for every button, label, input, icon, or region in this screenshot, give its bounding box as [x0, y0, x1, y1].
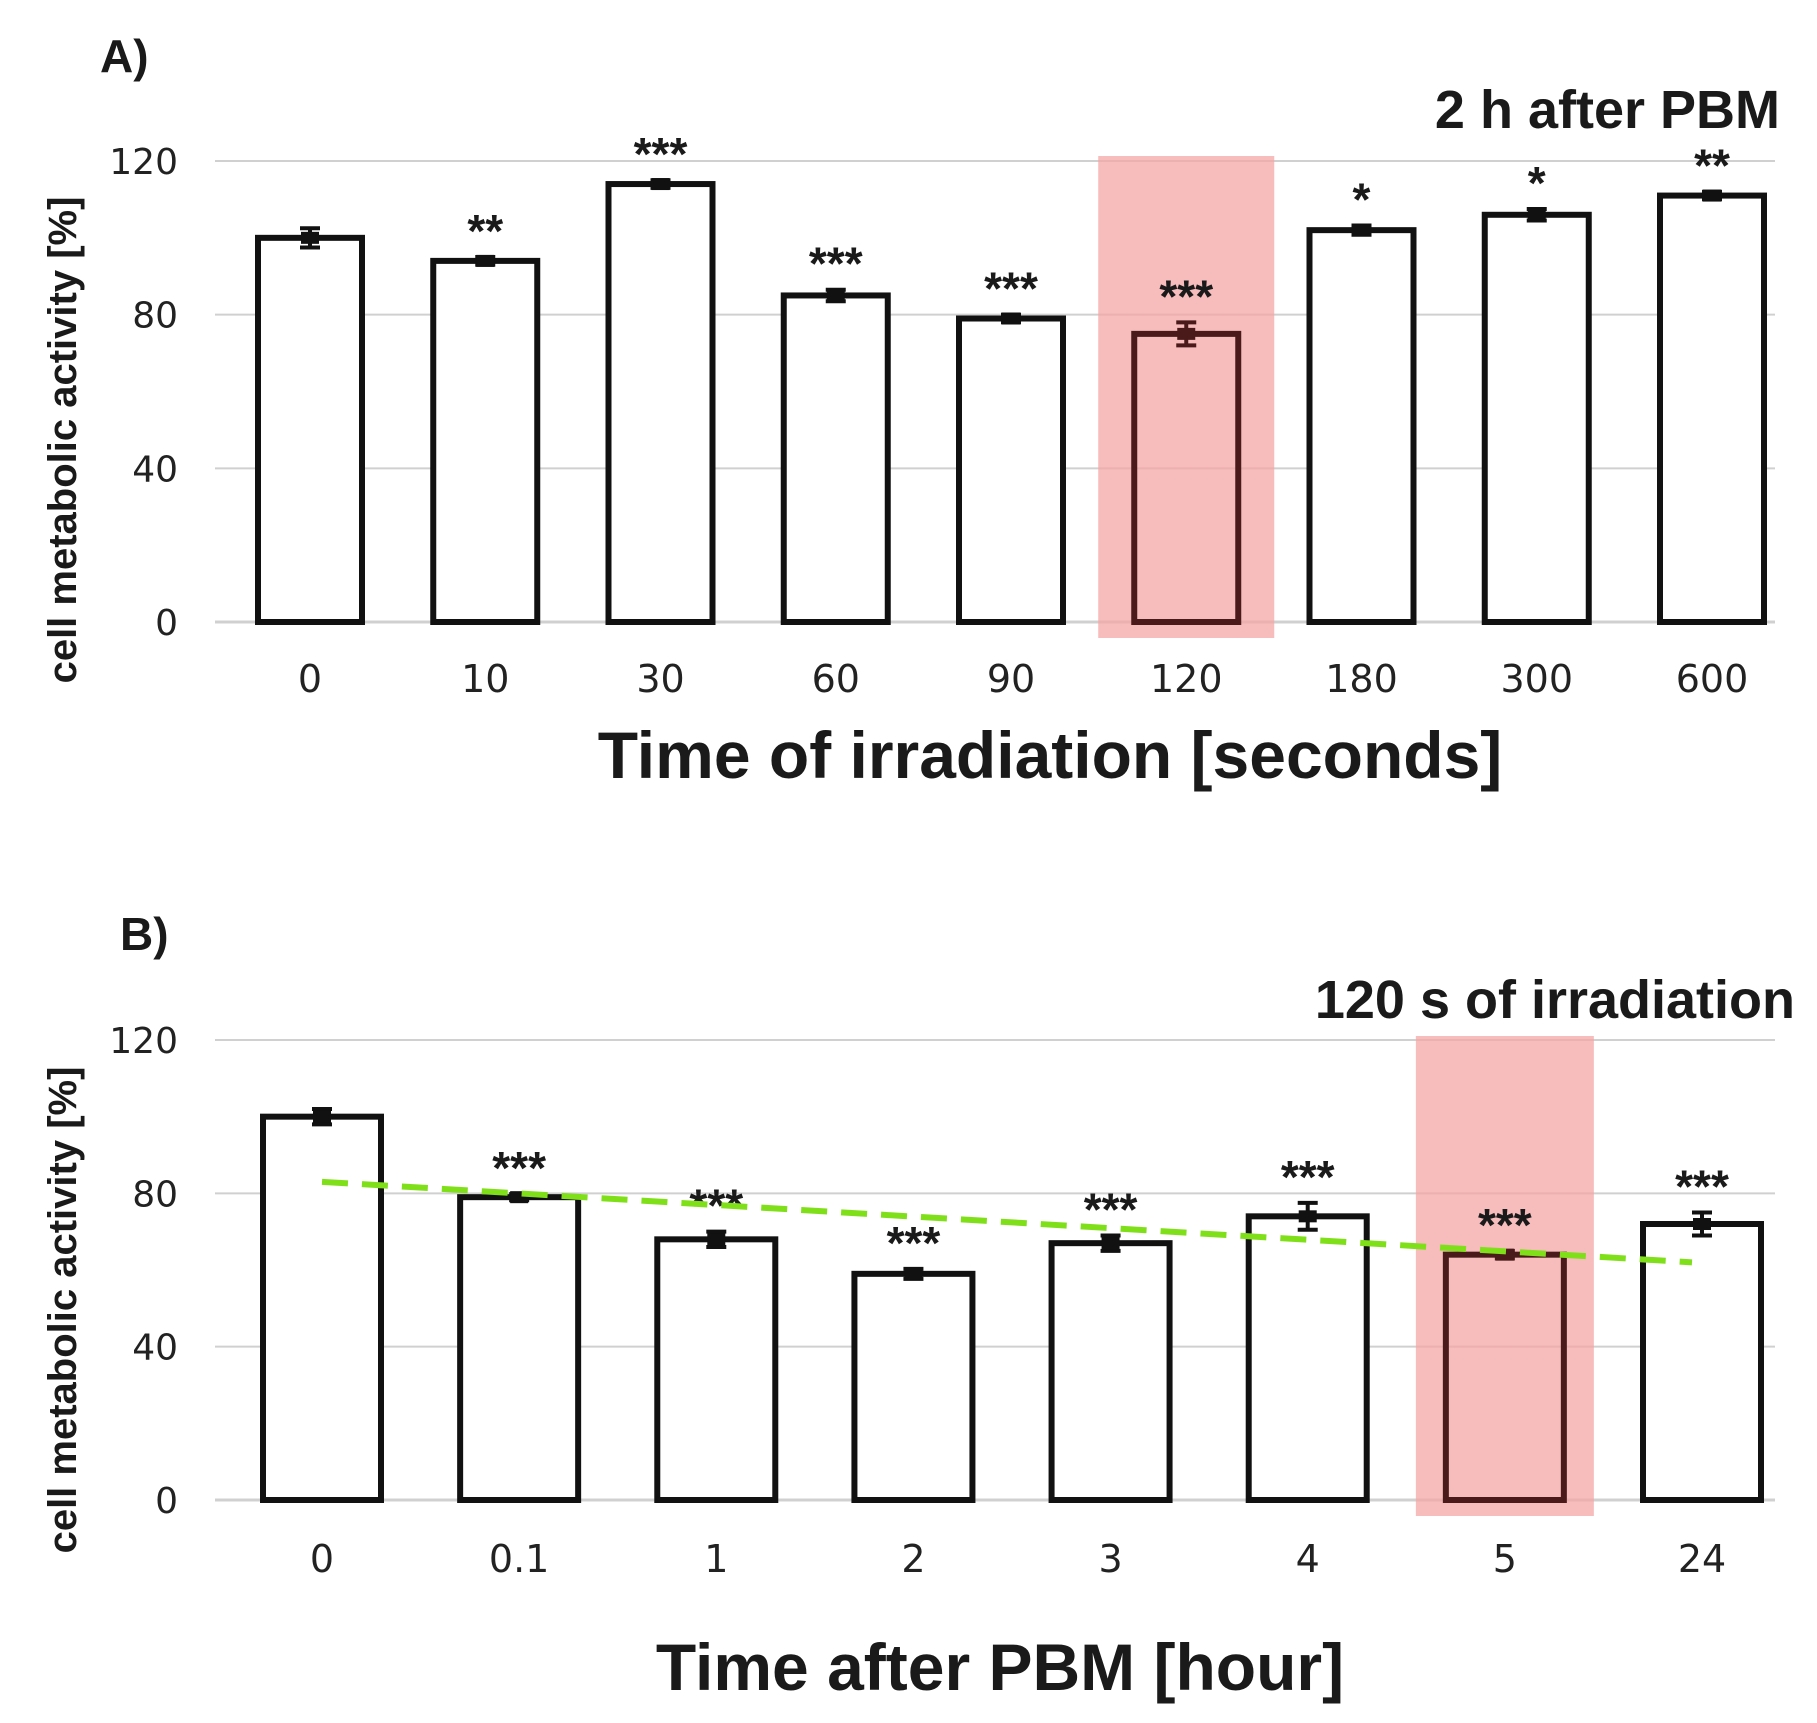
panel-a-y-tick-label: 0	[155, 603, 178, 644]
panel-b-y-tick-label: 0	[155, 1481, 178, 1522]
panel-a-mean-marker	[476, 254, 495, 267]
panel-b-x-tick-label: 1	[704, 1537, 728, 1581]
panel-b-y-tick-label: 80	[132, 1174, 178, 1215]
panel-b-significance-label: ***	[1478, 1199, 1532, 1251]
panel-b-x-tick-label: 24	[1678, 1537, 1726, 1581]
panel-b-x-tick-label: 5	[1493, 1537, 1517, 1581]
panel-b-bar-24	[1640, 1221, 1764, 1503]
panel-b-x-tick-label: 0.1	[489, 1537, 549, 1581]
panel-b-trendline	[321, 1178, 1693, 1266]
panel-a-mean-marker	[1002, 312, 1020, 325]
panel-a-bar-10	[430, 257, 541, 625]
panel-a-significance-label: ***	[634, 128, 688, 180]
panel-b-x-tick-label: 0	[310, 1537, 334, 1581]
panel-a-chart: A) 2 h after PBM cell metabolic activity…	[41, 30, 1780, 792]
panel-a-bar-300	[1481, 211, 1592, 626]
panel-a-x-tick-label: 120	[1150, 657, 1223, 701]
panel-a-x-tick-label: 300	[1500, 657, 1573, 701]
panel-a-bar-30	[605, 181, 716, 626]
panel-a-mean-marker	[1177, 327, 1196, 340]
panel-a-x-tick-label: 600	[1676, 657, 1749, 701]
panel-b-y-tick-label: 40	[132, 1328, 178, 1369]
panel-a-significance-label: **	[1694, 140, 1730, 192]
panel-a-label: A)	[100, 30, 149, 82]
panel-b-bar-1	[654, 1236, 779, 1504]
panel-a-x-tick-label: 0	[298, 657, 322, 701]
panel-a-bar-90	[956, 315, 1066, 625]
panel-a-highlight-band	[1098, 156, 1275, 638]
panel-b-title: 120 s of irradiation	[1315, 970, 1795, 1030]
panel-b-mean-marker	[313, 1110, 331, 1123]
panel-b-significance-label: ***	[1675, 1161, 1729, 1213]
panel-a-bar-60	[780, 292, 891, 625]
panel-b-bar-2	[851, 1270, 976, 1504]
panel-a-mean-marker	[826, 289, 845, 302]
panel-b-significance-label: ***	[1281, 1151, 1335, 1203]
panel-a-y-tick-label: 80	[132, 296, 178, 337]
panel-a-plot-area: 0 40 80 120 0 ** 10 *** 30 *** 60 *** 90 *** 120 * 180 * 3…	[109, 128, 1775, 701]
panel-a-x-tick-label: 90	[987, 657, 1035, 701]
panel-b-highlight-band	[1415, 1036, 1594, 1516]
panel-a-mean-marker	[1527, 208, 1546, 221]
panel-b-mean-marker	[1693, 1218, 1711, 1230]
panel-b-bar-0.1	[457, 1194, 582, 1503]
panel-b-y-tick-label: 120	[109, 1021, 178, 1062]
panel-a-title: 2 h after PBM	[1435, 80, 1780, 140]
panel-a-y-tick-label: 40	[132, 449, 178, 490]
panel-b-significance-label: ***	[492, 1142, 546, 1194]
panel-a-significance-label: **	[467, 205, 503, 257]
panel-a-y-axis-label: cell metabolic activity [%]	[41, 197, 85, 684]
panel-a-significance-label: ***	[984, 263, 1038, 315]
panel-b-mean-marker	[904, 1267, 923, 1280]
panel-a-x-tick-label: 60	[812, 657, 860, 701]
panel-a-significance-label: *	[1528, 157, 1546, 209]
panel-a-x-tick-label: 10	[461, 657, 509, 701]
panel-a-significance-label: *	[1353, 174, 1371, 226]
panel-b-bar-4	[1245, 1213, 1370, 1504]
panel-b-chart: B) 120 s of irradiation cell metabolic a…	[41, 908, 1795, 1704]
panel-b-x-axis-label: Time after PBM [hour]	[656, 1630, 1344, 1704]
panel-a-y-tick-label: 120	[109, 142, 178, 183]
panel-a-x-axis-label: Time of irradiation [seconds]	[598, 718, 1503, 792]
panel-b-x-tick-label: 4	[1296, 1537, 1320, 1581]
panel-a-mean-marker	[1703, 189, 1721, 202]
panel-a-bar-0	[255, 234, 365, 625]
panel-a-mean-marker	[1352, 224, 1371, 237]
panel-b-mean-marker	[1298, 1210, 1317, 1223]
panel-b-label: B)	[120, 908, 169, 960]
panel-a-significance-label: ***	[809, 238, 863, 290]
panel-b-bar-3	[1048, 1240, 1173, 1503]
panel-a-bar-600	[1657, 192, 1767, 625]
panel-a-mean-marker	[651, 178, 670, 191]
panel-a-significance-label: ***	[1159, 270, 1213, 322]
panel-a-x-tick-label: 180	[1325, 657, 1398, 701]
panel-b-mean-marker	[707, 1233, 726, 1246]
panel-b-y-axis-label: cell metabolic activity [%]	[41, 1067, 85, 1554]
panel-b-x-tick-label: 3	[1098, 1537, 1122, 1581]
panel-a-mean-marker	[301, 231, 319, 244]
panel-b-significance-label: ***	[887, 1217, 941, 1269]
panel-a-bar-180	[1306, 227, 1417, 625]
panel-a-x-tick-label: 30	[636, 657, 684, 701]
panel-b-bar-0	[260, 1113, 384, 1503]
panel-b-x-tick-label: 2	[901, 1537, 925, 1581]
panel-b-mean-marker	[1101, 1237, 1120, 1250]
